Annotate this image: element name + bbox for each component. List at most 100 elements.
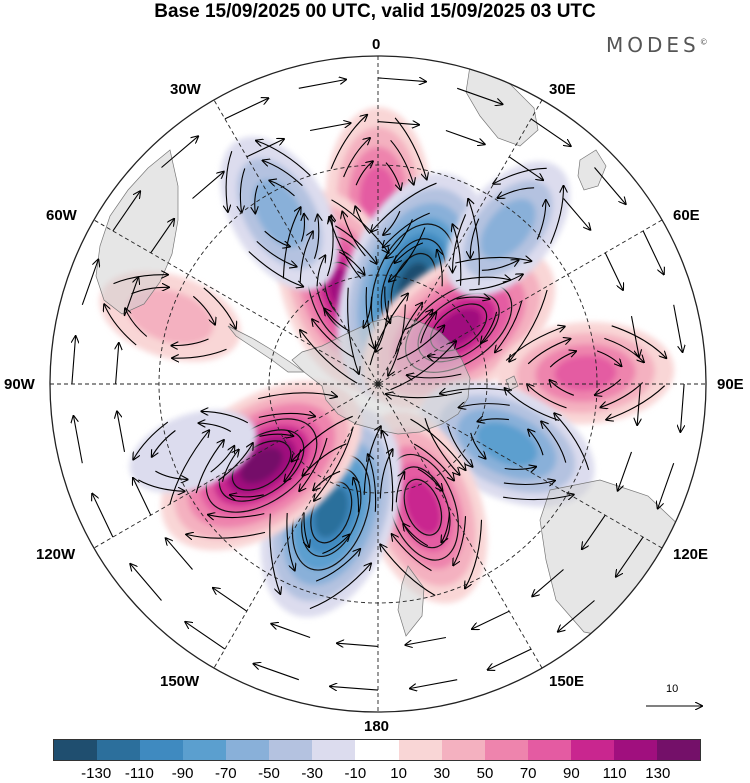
colorbar-bin [140,740,184,760]
lon-label-60w: 60W [46,207,77,224]
anomaly-contour [476,422,538,466]
streamline [470,218,480,258]
streamline [504,467,536,470]
streamline [532,569,564,597]
streamline [72,336,76,385]
streamline [185,622,226,650]
lon-label-180: 180 [364,718,390,735]
streamline [255,185,258,214]
streamline [445,129,485,145]
streamline [304,512,309,548]
lon-label-0: 0 [372,36,381,53]
streamline [403,524,429,547]
streamline [264,230,290,246]
colorbar-bin [312,740,356,760]
streamline [81,260,98,305]
streamline [152,430,176,457]
streamline [441,512,450,542]
colorbar-tick-label: -130 [81,765,112,782]
colorbar-bin [269,740,313,760]
streamline [259,434,294,436]
streamline [472,610,510,629]
colorbar-tick-label: 90 [563,765,580,782]
colorbar-bin [656,740,700,760]
streamline [217,443,253,481]
colorbar-tick-label: -50 [258,765,280,782]
streamline [240,168,246,212]
streamline [478,419,509,422]
lon-label-60e: 60E [673,207,700,224]
streamline [116,343,119,385]
colorbar-tick-label: 130 [645,765,671,782]
colorbar-tick-label: -110 [124,765,154,782]
streamline [382,431,394,512]
streamline [452,214,467,272]
streamline [130,564,162,601]
streamline [481,311,498,343]
streamline [616,536,644,577]
streamline [112,191,140,232]
streamline [195,440,224,494]
streamline [299,437,328,491]
streamline [203,287,236,329]
streamline [493,167,547,184]
anomaly-contour [435,307,482,348]
streamline [256,141,311,176]
streamline [420,312,437,344]
streamline [395,472,404,503]
streamline [117,411,126,453]
contour-line [395,466,451,549]
streamline [131,287,169,295]
streamline [224,98,268,120]
streamline [263,161,303,187]
anomaly-contour [554,355,617,391]
streamline [221,450,239,482]
streamline [390,139,414,184]
streamline [417,468,443,491]
streamline [104,304,137,346]
streamline [286,512,295,571]
streamline [192,172,224,199]
colorbar-bin [183,740,227,760]
colorbar-bin [441,740,485,760]
streamline [455,257,531,263]
streamline [298,80,346,89]
streamline [455,277,511,281]
streamline [541,421,567,463]
streamline [470,432,486,459]
streamline [397,325,444,361]
streamline [536,200,546,240]
colorbar-bin [398,740,442,760]
streamline [549,186,564,244]
streamline [292,415,353,461]
streamline [338,251,364,275]
streamline [405,636,447,646]
colorbar-tick-label: 30 [433,765,451,782]
streamline [330,115,367,170]
colorbar-bin [570,740,614,760]
anomaly-blob [446,161,570,297]
streamline [459,404,510,408]
streamline [299,231,313,283]
streamline [509,289,548,362]
map-title: Base 15/09/2025 00 UTC, valid 15/09/2025… [154,1,596,22]
brand-logo: MODES© [606,33,708,57]
streamline [392,534,432,572]
streamline [413,443,454,481]
streamline [355,161,373,186]
streamline [309,563,371,610]
streamline [258,393,337,399]
wind-streamlines [72,78,684,690]
streamline [271,624,311,639]
streamline [186,532,266,538]
colorbar [53,739,701,761]
streamline [210,446,235,473]
colorbar-bin [484,740,528,760]
brand-name: MODES [606,33,700,57]
streamline [213,588,248,612]
anomaly-contour [240,447,283,484]
streamline [330,686,379,690]
lat-lon-grid [49,55,707,713]
streamline [437,250,442,287]
